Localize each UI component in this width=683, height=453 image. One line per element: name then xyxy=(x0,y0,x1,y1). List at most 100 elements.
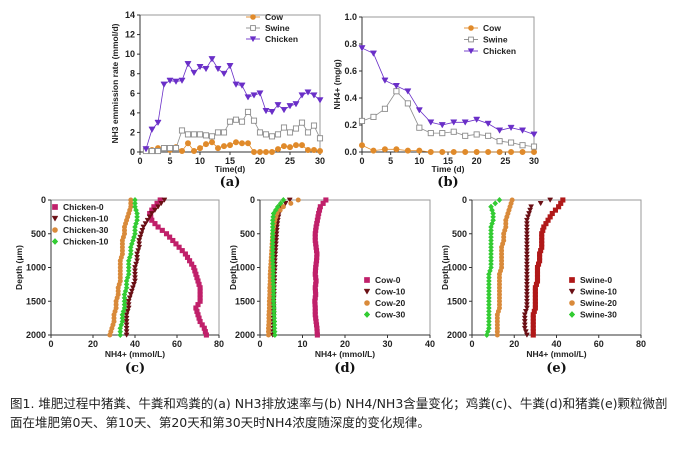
data-point xyxy=(125,305,132,311)
data-point xyxy=(272,331,278,339)
chart-b: 0 5 10 15 20 25 30 0.0 0.2 0.4 0.6 0.8 1.0 Time (d) NH… xyxy=(332,12,539,190)
series-chicken xyxy=(142,56,324,153)
data-point xyxy=(523,251,530,257)
data-point xyxy=(427,130,434,137)
legend-marker xyxy=(569,277,575,283)
series-chicken-10 xyxy=(117,196,140,339)
data-point xyxy=(450,119,458,126)
data-point xyxy=(518,127,527,134)
data-point xyxy=(521,325,528,332)
data-point xyxy=(523,275,530,281)
legend-label: Swine xyxy=(265,23,290,33)
data-point xyxy=(439,130,446,137)
data-point xyxy=(439,148,446,155)
x-tick-label: 5 xyxy=(388,156,393,166)
legend-marker xyxy=(568,311,576,318)
data-point xyxy=(304,147,311,154)
data-point xyxy=(123,315,130,321)
data-point xyxy=(523,271,530,278)
x-tick-label: 0 xyxy=(257,339,262,349)
data-point xyxy=(190,69,198,77)
data-point xyxy=(295,197,301,203)
series-line xyxy=(361,90,535,147)
data-point xyxy=(521,315,528,321)
y-tick-label: 0 xyxy=(41,195,46,205)
x-axis-label: NH4+ (mmol/L) xyxy=(526,349,586,359)
data-point xyxy=(416,147,423,154)
data-point xyxy=(132,268,138,274)
x-tick-label: 0 xyxy=(137,156,142,166)
x-tick-label: 0 xyxy=(359,156,364,166)
y-tick-label: 500 xyxy=(31,229,46,239)
data-point xyxy=(134,255,141,261)
data-point xyxy=(522,329,529,335)
y-tick-label: 0.6 xyxy=(344,66,357,76)
data-point xyxy=(523,285,530,291)
data-point xyxy=(214,129,222,136)
data-point xyxy=(166,77,174,84)
legend-marker xyxy=(468,25,474,31)
data-point xyxy=(142,146,150,153)
data-point xyxy=(473,131,480,138)
data-point xyxy=(316,135,324,142)
x-tick-label: 30 xyxy=(529,156,539,166)
data-point xyxy=(160,81,168,88)
data-point xyxy=(523,292,530,298)
data-point xyxy=(508,139,515,146)
x-tick-label: 40 xyxy=(130,339,140,349)
data-point xyxy=(220,129,228,136)
data-point xyxy=(268,109,276,116)
data-point xyxy=(196,64,204,71)
data-point xyxy=(450,128,457,135)
x-tick-label: 30 xyxy=(315,156,325,166)
data-point xyxy=(522,309,529,315)
data-point xyxy=(250,117,258,124)
data-point xyxy=(123,312,130,318)
data-point xyxy=(136,241,143,247)
data-point xyxy=(523,282,530,288)
data-point xyxy=(280,124,288,131)
data-point xyxy=(123,322,130,328)
legend-marker xyxy=(467,48,475,55)
data-point xyxy=(137,234,144,240)
legend-marker xyxy=(250,14,256,20)
data-point xyxy=(142,221,149,227)
x-tick-label: 60 xyxy=(172,339,182,349)
legend-label: Chicken-10 xyxy=(63,214,109,224)
data-point xyxy=(232,81,240,88)
data-point xyxy=(438,122,446,129)
data-point xyxy=(203,332,209,338)
data-point xyxy=(530,332,536,338)
legend-label: Cow-0 xyxy=(375,275,401,285)
data-point xyxy=(521,322,528,328)
data-point xyxy=(286,103,294,110)
data-point xyxy=(146,214,153,220)
x-axis-label: Time(d) xyxy=(215,164,246,174)
data-point xyxy=(523,244,530,251)
y-axis-label: Depth (μm) xyxy=(14,245,24,290)
data-point xyxy=(519,142,526,149)
data-point xyxy=(473,116,481,123)
data-point xyxy=(358,142,365,149)
data-point xyxy=(226,63,234,70)
data-point xyxy=(167,234,173,240)
data-point xyxy=(484,120,492,128)
data-point xyxy=(392,83,400,90)
x-tick-label: 60 xyxy=(594,339,604,349)
data-point xyxy=(404,100,411,107)
y-tick-label: 1500 xyxy=(447,296,467,306)
data-point xyxy=(280,143,287,150)
data-point xyxy=(202,65,210,73)
data-point xyxy=(381,77,389,84)
data-point xyxy=(507,124,515,132)
data-point xyxy=(404,147,411,154)
data-point xyxy=(202,141,209,148)
data-point xyxy=(196,145,203,152)
data-point xyxy=(298,142,305,149)
data-point xyxy=(232,139,239,146)
data-point xyxy=(148,211,155,217)
data-point xyxy=(127,292,134,298)
x-tick-label: 15 xyxy=(225,156,235,166)
legend-marker xyxy=(250,25,256,31)
data-point xyxy=(292,101,300,108)
